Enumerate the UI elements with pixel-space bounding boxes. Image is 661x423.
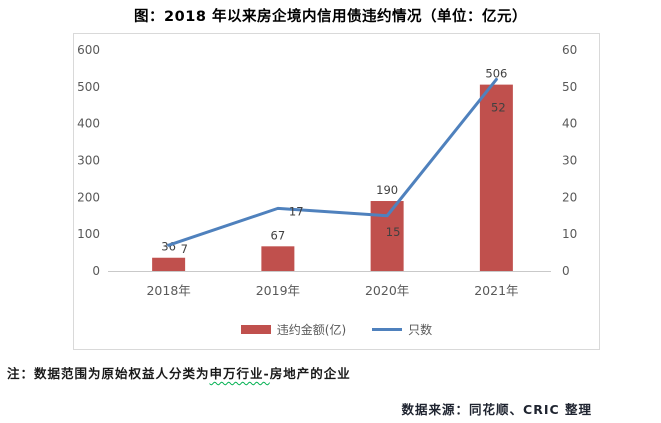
bar-2021年	[479, 84, 513, 271]
line-value-label: 7	[181, 242, 188, 256]
line-swatch-icon	[372, 328, 403, 331]
left-axis-tick: 0	[92, 264, 100, 278]
bar-value-label: 67	[271, 228, 286, 242]
footnote-prefix: 注：数据范围为原始权益人分类为	[7, 366, 210, 381]
footnote-underlined-term: 申万行业-	[209, 366, 270, 381]
right-axis-tick: 0	[562, 264, 570, 278]
line-value-label: 17	[289, 204, 304, 218]
x-axis-category: 2018年	[146, 283, 190, 298]
right-axis-tick: 40	[562, 117, 577, 131]
bar-swatch-icon	[240, 325, 271, 334]
legend-item-bar: 违约金额(亿)	[240, 321, 347, 338]
left-axis-tick: 500	[77, 80, 100, 94]
legend-bar-label: 违约金额(亿)	[276, 323, 347, 337]
bar-2020年	[370, 201, 404, 271]
left-axis-tick: 200	[77, 190, 100, 204]
bar-2018年	[152, 257, 186, 271]
left-axis-tick: 300	[77, 154, 100, 168]
line-series	[167, 77, 498, 247]
line-value-label: 52	[491, 100, 506, 114]
left-axis-tick: 400	[77, 117, 100, 131]
right-axis-tick: 20	[562, 190, 577, 204]
legend-item-line: 只数	[372, 321, 432, 338]
right-axis-tick: 10	[562, 227, 577, 241]
right-axis-tick: 50	[562, 80, 577, 94]
legend-line-label: 只数	[408, 323, 433, 337]
line-value-label: 15	[386, 225, 401, 239]
x-axis-category: 2020年	[365, 283, 409, 298]
right-axis-tick: 30	[562, 154, 577, 168]
left-axis-tick: 100	[77, 227, 100, 241]
chart-area: 0 100 200 300 400 500 600 0 10 20 30 40 50 60 2018年 201…	[73, 33, 600, 350]
footnote: 注：数据范围为原始权益人分类为申万行业-房地产的企业	[7, 363, 351, 382]
x-axis-category: 2019年	[256, 283, 300, 298]
bar-value-label: 506	[485, 67, 507, 81]
data-source: 数据来源：同花顺、CRIC 整理	[401, 402, 592, 417]
left-axis-tick: 600	[77, 43, 100, 57]
bar-value-label: 190	[376, 183, 398, 197]
x-axis-category: 2021年	[474, 283, 518, 298]
footnote-suffix: 房地产的企业	[269, 366, 351, 381]
bar-2019年	[261, 246, 295, 271]
right-axis-tick: 60	[562, 43, 577, 57]
chart-legend: 违约金额(亿) 只数	[74, 321, 599, 338]
bar-value-label: 36	[161, 240, 176, 254]
chart-title: 图：2018 年以来房企境内信用债违约情况（单位：亿元）	[134, 9, 527, 25]
